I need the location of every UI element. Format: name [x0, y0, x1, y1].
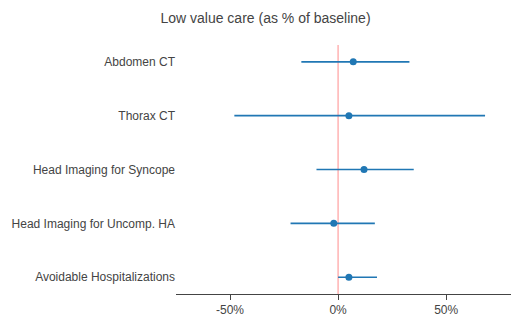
svg-text:Thorax CT: Thorax CT	[118, 109, 175, 123]
svg-text:Abdomen CT: Abdomen CT	[104, 55, 175, 69]
svg-text:50%: 50%	[434, 303, 458, 317]
svg-text:0%: 0%	[329, 303, 347, 317]
svg-text:Head Imaging for Uncomp. HA: Head Imaging for Uncomp. HA	[12, 217, 175, 231]
svg-text:Head Imaging for Syncope: Head Imaging for Syncope	[33, 163, 175, 177]
svg-text:-50%: -50%	[216, 303, 244, 317]
svg-text:Low value care (as % of baseli: Low value care (as % of baseline)	[160, 10, 370, 26]
svg-text:Avoidable Hospitalizations: Avoidable Hospitalizations	[35, 270, 175, 284]
